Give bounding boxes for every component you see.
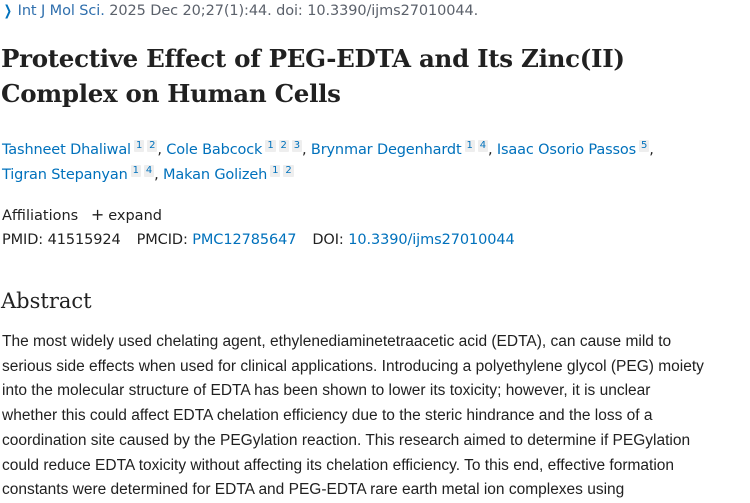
separator: ,: [649, 142, 654, 158]
abstract-line: serious side effects when used for clini…: [2, 357, 704, 375]
abstract-line: constants were determined for EDTA and P…: [2, 481, 625, 499]
expand-label: expand: [108, 208, 162, 224]
title-line-2: Complex on Human Cells: [1, 79, 341, 108]
affiliation-ref[interactable]: 1: [270, 165, 281, 177]
separator: ,: [154, 167, 163, 183]
pmcid-label: PMCID:: [136, 232, 188, 248]
affiliations-label: Affiliations: [2, 208, 79, 224]
citation-details: 2025 Dec 20;27(1):44. doi: 10.3390/ijms2…: [109, 3, 479, 19]
abstract-text: The most widely used chelating agent, et…: [2, 330, 750, 503]
affiliation-ref[interactable]: 3: [291, 140, 302, 152]
identifiers-row: PMID: 41515924 PMCID: PMC12785647 DOI: 10.…: [2, 232, 515, 248]
pmid-value: 41515924: [47, 232, 121, 248]
author-link[interactable]: Isaac Osorio Passos: [496, 142, 637, 158]
abstract-line: whether this could affect EDTA chelation…: [2, 407, 653, 425]
abstract-line: into the molecular structure of EDTA has…: [2, 382, 651, 400]
affiliation-ref[interactable]: 1: [133, 140, 145, 152]
affiliation-ref[interactable]: 5: [639, 140, 650, 152]
abstract-line: The most widely used chelating agent, et…: [2, 333, 672, 350]
abstract-heading: Abstract: [1, 289, 92, 313]
affiliation-ref[interactable]: 4: [143, 165, 155, 177]
affiliations-row: Affiliations + expand: [2, 205, 162, 224]
doi-label: DOI:: [312, 232, 344, 248]
separator: ,: [487, 142, 497, 158]
affiliation-ref[interactable]: 4: [477, 140, 488, 152]
expand-affiliations-button[interactable]: + expand: [90, 205, 162, 224]
author-link[interactable]: Tashneet Dhaliwal: [2, 142, 131, 158]
affiliation-ref[interactable]: 2: [147, 140, 158, 152]
chevron-right-icon[interactable]: ❯: [3, 3, 12, 19]
affiliation-ref[interactable]: 2: [283, 165, 294, 177]
separator: ,: [301, 142, 311, 158]
doi-link[interactable]: 10.3390/ijms27010044: [348, 232, 515, 248]
author-link[interactable]: Cole Babcock: [166, 142, 263, 158]
title-line-1: Protective Effect of PEG-EDTA and Its Zi…: [1, 44, 625, 73]
abstract-line: could reduce EDTA toxicity without affec…: [2, 456, 675, 474]
pmcid-link[interactable]: PMC12785647: [192, 232, 297, 248]
abstract-line: coordination site caused by the PEGylati…: [2, 431, 691, 449]
citation-line: ❯ Int J Mol Sci. 2025 Dec 20;27(1):44. do…: [2, 3, 478, 19]
affiliation-ref[interactable]: 1: [464, 140, 475, 152]
affiliation-ref[interactable]: 1: [265, 140, 276, 152]
separator: ,: [157, 142, 167, 158]
plus-icon: +: [90, 205, 105, 224]
author-link[interactable]: Brynmar Degenhardt: [310, 142, 462, 158]
journal-link[interactable]: Int J Mol Sci.: [17, 3, 105, 19]
author-link[interactable]: Makan Golizeh: [163, 167, 268, 183]
author-link[interactable]: Tigran Stepanyan: [2, 167, 128, 183]
affiliation-ref[interactable]: 1: [130, 165, 141, 177]
affiliation-ref[interactable]: 2: [278, 140, 289, 152]
page-title: Protective Effect of PEG-EDTA and Its Zi…: [1, 41, 741, 111]
author-list: Tashneet Dhaliwal 1 2, Cole Babcock 1 2 3, Br…: [2, 138, 742, 188]
pmid-label: PMID:: [2, 232, 44, 248]
